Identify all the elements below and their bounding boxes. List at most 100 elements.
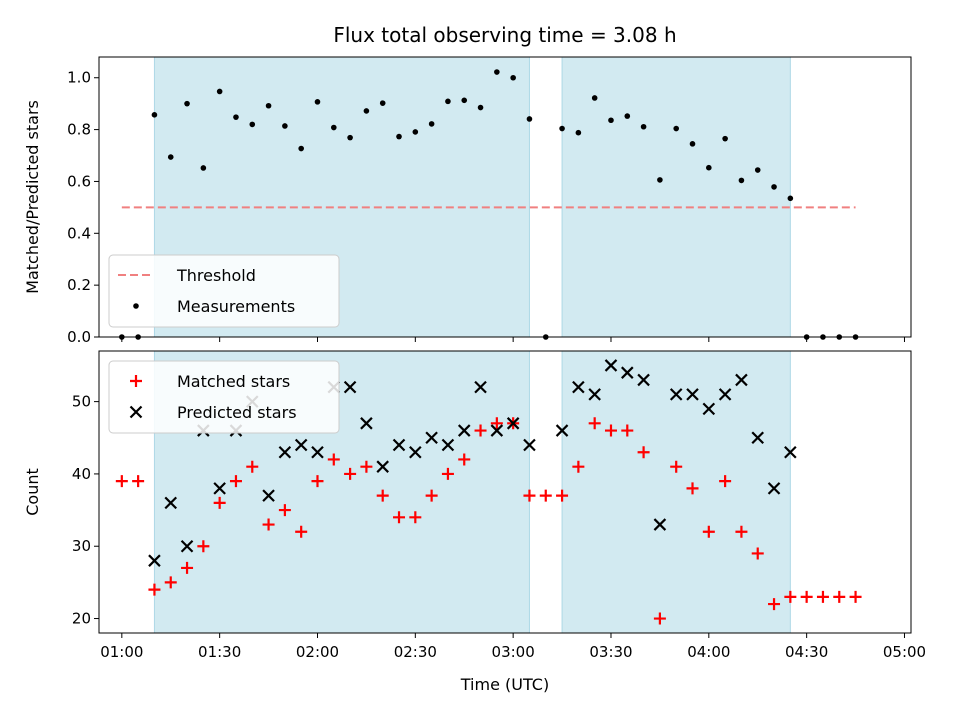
data-point xyxy=(376,489,389,502)
x-tick-label: 04:00 xyxy=(687,643,730,661)
data-point xyxy=(213,496,226,509)
data-point xyxy=(608,117,614,124)
data-point xyxy=(800,590,813,603)
data-point xyxy=(213,482,226,495)
x-tick-label: 03:00 xyxy=(492,643,535,661)
data-point xyxy=(148,583,161,596)
data-point xyxy=(282,123,288,129)
data-point xyxy=(412,129,419,135)
data-point xyxy=(686,388,699,401)
data-point xyxy=(816,590,829,603)
data-point xyxy=(184,100,190,107)
legend-label: Matched stars xyxy=(177,372,290,391)
shaded-interval-1 xyxy=(561,56,791,338)
data-point xyxy=(278,445,292,459)
data-point xyxy=(490,417,503,430)
data-point xyxy=(314,99,321,105)
data-point xyxy=(771,184,777,190)
data-point xyxy=(604,424,617,437)
data-point xyxy=(164,496,178,510)
chart-title: Flux total observing time = 3.08 h xyxy=(333,23,676,47)
y-tick-label: 0.8 xyxy=(67,121,91,139)
data-point xyxy=(409,511,422,524)
data-point xyxy=(706,164,712,171)
x-tick-label: 01:30 xyxy=(198,643,241,661)
x-tick-label: 02:30 xyxy=(394,643,437,661)
data-point xyxy=(572,380,585,394)
data-point xyxy=(445,98,451,105)
data-point xyxy=(673,125,680,132)
data-point xyxy=(396,133,402,140)
data-point xyxy=(494,69,500,75)
data-point xyxy=(360,460,373,473)
data-point xyxy=(637,446,650,459)
data-point xyxy=(719,475,732,488)
shaded-interval-1 xyxy=(561,350,791,634)
data-point xyxy=(262,489,275,502)
y-tick-label: 0.4 xyxy=(67,224,91,242)
data-point xyxy=(441,438,455,452)
data-point xyxy=(702,525,715,538)
data-point xyxy=(347,134,353,141)
data-point xyxy=(295,525,308,538)
y-tick-label: 0.6 xyxy=(67,172,91,190)
data-point xyxy=(477,104,484,111)
y-axis-label: Count xyxy=(23,468,42,516)
data-point xyxy=(735,373,748,387)
data-point xyxy=(180,539,194,553)
y-tick-label: 30 xyxy=(72,537,91,555)
data-point xyxy=(506,417,520,430)
data-point xyxy=(539,489,552,502)
data-point xyxy=(556,489,569,502)
data-point xyxy=(311,445,324,459)
data-point xyxy=(461,97,468,104)
legend-box xyxy=(108,254,340,328)
data-point xyxy=(669,388,683,401)
data-point xyxy=(754,167,761,173)
data-point xyxy=(200,165,207,171)
data-point xyxy=(249,121,256,128)
y-tick-label: 0.2 xyxy=(67,276,91,294)
legend-label: Threshold xyxy=(176,266,256,285)
data-point xyxy=(768,598,781,611)
data-point xyxy=(474,380,487,394)
data-point xyxy=(428,121,435,127)
data-point xyxy=(344,467,357,480)
legend-marker xyxy=(133,303,139,309)
x-tick-label: 01:00 xyxy=(100,643,143,661)
data-point xyxy=(591,95,598,101)
data-point xyxy=(657,177,663,183)
data-point xyxy=(246,460,259,473)
data-point xyxy=(604,359,618,372)
bottom-panel: 20 30 40 50 01:00 01:30 02:00 02:30 03:00 03:30 04… xyxy=(23,350,926,661)
x-tick-label: 05:00 xyxy=(883,643,926,661)
data-point xyxy=(637,373,650,387)
data-point xyxy=(523,489,536,502)
data-point xyxy=(148,554,161,567)
data-point xyxy=(457,424,471,437)
data-point xyxy=(689,141,696,147)
legend-label: Predicted stars xyxy=(177,403,297,422)
x-tick-label: 02:00 xyxy=(296,643,339,661)
data-point xyxy=(575,129,582,136)
data-point xyxy=(393,511,406,524)
data-point xyxy=(640,123,647,130)
data-point xyxy=(751,547,764,560)
data-point xyxy=(278,504,291,517)
data-point xyxy=(526,116,533,122)
data-point xyxy=(132,475,145,488)
data-point xyxy=(425,489,438,502)
data-point xyxy=(343,380,357,394)
data-point xyxy=(164,576,177,589)
x-axis-label: Time (UTC) xyxy=(460,675,549,694)
data-point xyxy=(115,475,128,488)
data-point xyxy=(229,475,242,488)
x-tick-label: 04:30 xyxy=(785,643,828,661)
data-point xyxy=(722,135,728,142)
data-point xyxy=(653,518,667,531)
data-point xyxy=(441,467,454,480)
data-point xyxy=(653,612,666,625)
data-point xyxy=(624,113,631,119)
plot-frame xyxy=(98,56,912,338)
